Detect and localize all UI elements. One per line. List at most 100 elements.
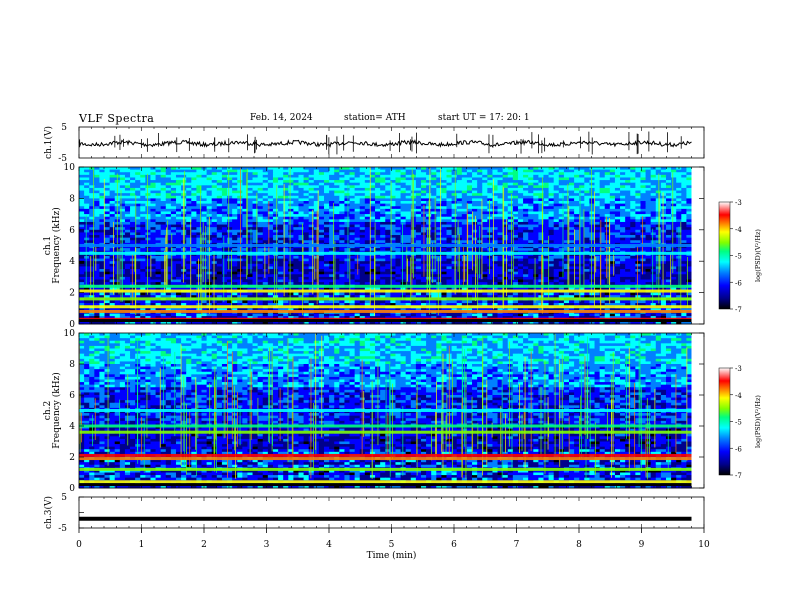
spectrogram-cell bbox=[303, 232, 310, 236]
spectrogram-cell bbox=[620, 174, 626, 178]
spectrogram-cell bbox=[681, 211, 687, 215]
spectrogram-cell bbox=[625, 232, 631, 236]
spectrogram-cell bbox=[543, 195, 549, 199]
spectrogram-cell bbox=[507, 224, 514, 228]
spectrogram-cell bbox=[599, 255, 606, 259]
spectrogram-cell bbox=[206, 185, 213, 189]
spectrogram-cell bbox=[686, 258, 692, 262]
spectrogram-cell bbox=[538, 193, 544, 197]
spectrogram-cell bbox=[563, 211, 570, 215]
spectrogram-cell bbox=[242, 271, 248, 275]
spectrogram-cell bbox=[686, 219, 692, 223]
spectrogram-cell bbox=[303, 221, 310, 225]
spectrogram-cell bbox=[94, 255, 100, 259]
spectrogram-cell bbox=[354, 172, 361, 176]
spectrogram-cell bbox=[364, 167, 371, 171]
spectrogram-cell bbox=[528, 193, 534, 197]
spectrogram-cell bbox=[160, 208, 167, 212]
spectrogram-cell bbox=[191, 185, 197, 189]
spectrogram-cell bbox=[436, 201, 442, 205]
spectrogram-cell bbox=[426, 182, 432, 186]
spectrogram-cell bbox=[135, 221, 141, 225]
spectrogram-cell bbox=[318, 245, 325, 249]
spectrogram-cell bbox=[191, 237, 197, 241]
spectrogram-cell bbox=[242, 206, 248, 210]
spectrogram-cell bbox=[135, 232, 141, 236]
spectrogram-cell bbox=[186, 245, 192, 249]
spectrogram-cell bbox=[364, 227, 371, 231]
spectrogram-cell bbox=[665, 229, 672, 233]
spectrogram-cell bbox=[671, 227, 677, 231]
spectrogram-cell bbox=[426, 169, 432, 173]
spectrogram-cell bbox=[175, 253, 182, 257]
spectrogram-cell bbox=[329, 206, 335, 210]
spectrogram-cell bbox=[625, 182, 631, 186]
spectrogram-cell bbox=[620, 208, 626, 212]
spectrogram-cell bbox=[431, 237, 437, 241]
spectrogram-cell bbox=[130, 182, 136, 186]
spectrogram-cell bbox=[201, 263, 207, 267]
spectrogram-cell bbox=[339, 219, 345, 223]
spectrogram-cell bbox=[124, 206, 131, 210]
spectrogram-cell bbox=[364, 266, 371, 270]
spectrogram-cell bbox=[344, 208, 350, 212]
spectrogram-cell bbox=[446, 258, 452, 262]
spectrogram-cell bbox=[150, 227, 156, 231]
spectrogram-cell bbox=[79, 227, 85, 231]
spectrogram-cell bbox=[665, 169, 672, 173]
spectrogram-cell bbox=[660, 172, 667, 176]
spectrogram-cell bbox=[415, 232, 422, 236]
spectrogram-cell bbox=[528, 240, 534, 244]
spectrogram-cell bbox=[665, 190, 672, 194]
spectrogram-cell bbox=[221, 172, 228, 176]
spectrogram-cell bbox=[94, 172, 100, 176]
spectrogram-cell bbox=[79, 255, 85, 259]
spectrogram-cell bbox=[155, 235, 162, 239]
spectrogram-cell bbox=[267, 227, 274, 231]
spectrogram-cell bbox=[487, 195, 493, 199]
spectrogram-cell bbox=[155, 219, 162, 223]
spectrogram-cell bbox=[375, 174, 381, 178]
spectrogram-cell bbox=[354, 214, 361, 218]
spectrogram-cell bbox=[303, 201, 310, 205]
spectrogram-cell bbox=[553, 258, 560, 262]
spectrogram-cell bbox=[548, 224, 555, 228]
spectrogram-cell bbox=[543, 182, 549, 186]
spectrogram-cell bbox=[257, 185, 264, 189]
spectrogram-cell bbox=[135, 206, 141, 210]
spectrogram-cell bbox=[620, 263, 626, 267]
spectrogram-cell bbox=[329, 269, 335, 273]
spectrogram-cell bbox=[318, 203, 325, 207]
spectrogram-cell bbox=[84, 237, 90, 241]
spectrogram-cell bbox=[625, 253, 631, 257]
spectrogram-cell bbox=[553, 167, 560, 171]
spectrogram-cell bbox=[543, 240, 549, 244]
spectrogram-cell bbox=[630, 208, 636, 212]
spectrogram-cell bbox=[569, 174, 575, 178]
spectrogram-cell bbox=[329, 180, 335, 184]
spectrogram-cell bbox=[109, 180, 116, 184]
spectrogram-cell bbox=[135, 216, 141, 220]
spectrogram-cell bbox=[216, 235, 223, 239]
spectrogram-cell bbox=[482, 227, 488, 231]
spectrogram-cell bbox=[436, 248, 442, 252]
spectrogram-cell bbox=[405, 224, 412, 228]
spectrogram-cell bbox=[660, 187, 667, 191]
spectrogram-cell bbox=[543, 261, 549, 265]
spectrogram-cell bbox=[155, 269, 162, 273]
spectrogram-cell bbox=[313, 201, 320, 205]
spectrogram-cell bbox=[420, 182, 427, 186]
spectrogram-cell bbox=[191, 177, 197, 181]
spectrogram-cell bbox=[625, 198, 631, 202]
spectrogram-cell bbox=[523, 208, 529, 212]
spectrogram-cell bbox=[451, 269, 458, 273]
spectrogram-cell bbox=[252, 271, 259, 275]
spectrogram-cell bbox=[436, 167, 442, 171]
spectrogram-cell bbox=[441, 182, 447, 186]
spectrogram-cell bbox=[451, 227, 458, 231]
spectrogram-cell bbox=[104, 201, 111, 205]
spectrogram-cell bbox=[614, 221, 621, 225]
spectrogram-cell bbox=[487, 235, 493, 239]
spectrogram-cell bbox=[446, 232, 452, 236]
spectrogram-cell bbox=[497, 224, 504, 228]
